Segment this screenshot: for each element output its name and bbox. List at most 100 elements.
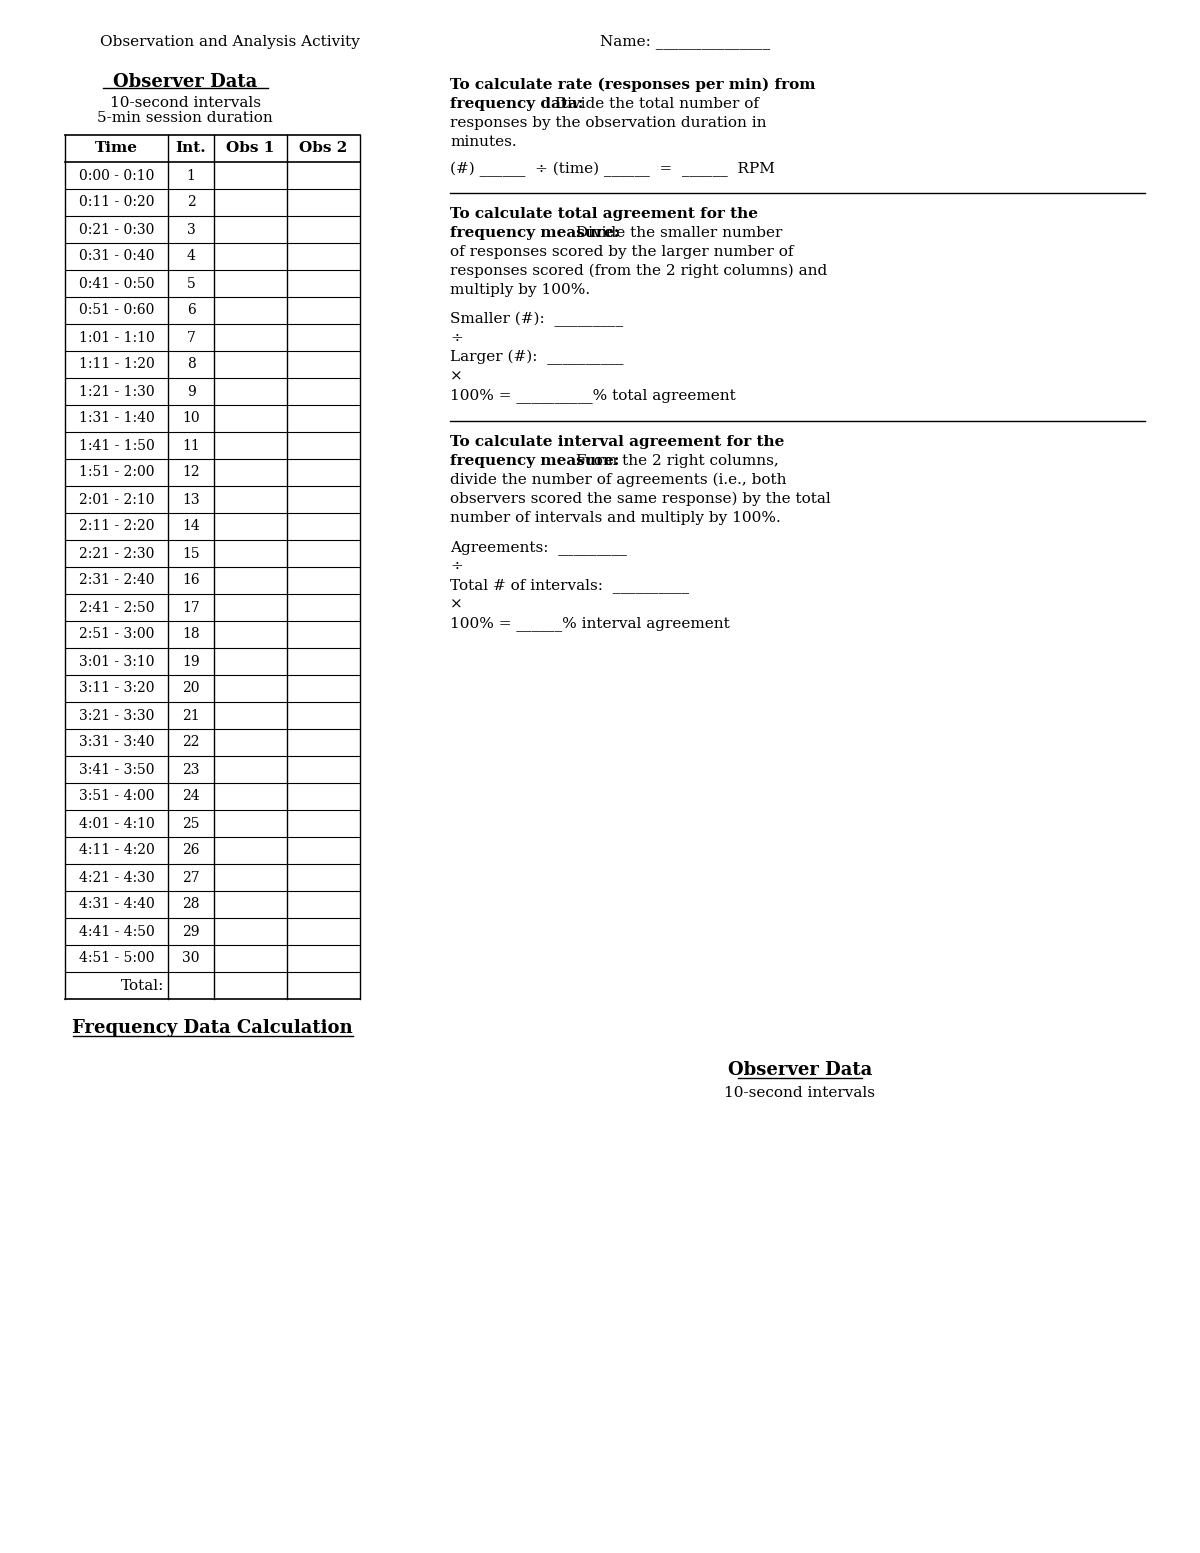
Text: 2:01 - 2:10: 2:01 - 2:10	[79, 492, 155, 506]
Text: 2:41 - 2:50: 2:41 - 2:50	[79, 601, 155, 615]
Text: multiply by 100%.: multiply by 100%.	[450, 283, 590, 297]
Text: frequency measure:: frequency measure:	[450, 227, 619, 241]
Text: 3:51 - 4:00: 3:51 - 4:00	[79, 789, 155, 803]
Text: minutes.: minutes.	[450, 135, 517, 149]
Text: Obs 1: Obs 1	[227, 141, 275, 155]
Text: Int.: Int.	[175, 141, 206, 155]
Text: frequency data:: frequency data:	[450, 96, 583, 110]
Text: number of intervals and multiply by 100%.: number of intervals and multiply by 100%…	[450, 511, 781, 525]
Text: Agreements:  _________: Agreements: _________	[450, 540, 626, 554]
Text: 4:31 - 4:40: 4:31 - 4:40	[79, 898, 155, 912]
Text: 4: 4	[186, 250, 196, 264]
Text: 19: 19	[182, 654, 200, 668]
Text: 1:21 - 1:30: 1:21 - 1:30	[79, 385, 155, 399]
Text: frequency measure:: frequency measure:	[450, 453, 619, 467]
Text: To calculate interval agreement for the: To calculate interval agreement for the	[450, 435, 785, 449]
Text: 18: 18	[182, 627, 200, 641]
Text: Smaller (#):  _________: Smaller (#): _________	[450, 312, 623, 328]
Text: Observer Data: Observer Data	[728, 1061, 872, 1079]
Text: 27: 27	[182, 871, 200, 885]
Text: To calculate rate (responses per min) from: To calculate rate (responses per min) fr…	[450, 78, 816, 92]
Text: ×: ×	[450, 596, 463, 610]
Text: 7: 7	[186, 331, 196, 345]
Text: 1:31 - 1:40: 1:31 - 1:40	[79, 412, 155, 426]
Text: 12: 12	[182, 466, 200, 480]
Text: 3:41 - 3:50: 3:41 - 3:50	[79, 763, 155, 776]
Text: 23: 23	[182, 763, 199, 776]
Text: observers scored the same response) by the total: observers scored the same response) by t…	[450, 492, 830, 506]
Text: ÷: ÷	[450, 559, 463, 573]
Text: 26: 26	[182, 843, 199, 857]
Text: 10-second intervals: 10-second intervals	[109, 96, 260, 110]
Text: To calculate total agreement for the: To calculate total agreement for the	[450, 207, 758, 221]
Text: 4:01 - 4:10: 4:01 - 4:10	[79, 817, 155, 831]
Text: ×: ×	[450, 370, 463, 384]
Text: Observation and Analysis Activity: Observation and Analysis Activity	[100, 36, 360, 50]
Text: 14: 14	[182, 520, 200, 534]
Text: 1:11 - 1:20: 1:11 - 1:20	[79, 357, 155, 371]
Text: 1:01 - 1:10: 1:01 - 1:10	[79, 331, 155, 345]
Text: 30: 30	[182, 952, 199, 966]
Text: 10-second intervals: 10-second intervals	[725, 1086, 876, 1100]
Text: Divide the smaller number: Divide the smaller number	[571, 227, 782, 241]
Text: Total:: Total:	[121, 978, 164, 992]
Text: 3: 3	[187, 222, 196, 236]
Text: 4:21 - 4:30: 4:21 - 4:30	[79, 871, 155, 885]
Text: Larger (#):  __________: Larger (#): __________	[450, 349, 624, 365]
Text: ÷: ÷	[450, 331, 463, 345]
Text: 3:11 - 3:20: 3:11 - 3:20	[79, 682, 155, 696]
Text: responses scored (from the 2 right columns) and: responses scored (from the 2 right colum…	[450, 264, 827, 278]
Text: 16: 16	[182, 573, 200, 587]
Text: 22: 22	[182, 736, 199, 750]
Text: 5: 5	[187, 276, 196, 290]
Text: 3:21 - 3:30: 3:21 - 3:30	[79, 708, 154, 722]
Text: 0:51 - 0:60: 0:51 - 0:60	[79, 303, 154, 317]
Text: 1: 1	[186, 168, 196, 183]
Text: 100% = __________% total agreement: 100% = __________% total agreement	[450, 388, 736, 402]
Text: 0:41 - 0:50: 0:41 - 0:50	[79, 276, 155, 290]
Text: 2: 2	[187, 196, 196, 210]
Text: Time: Time	[95, 141, 138, 155]
Text: 0:11 - 0:20: 0:11 - 0:20	[79, 196, 155, 210]
Text: 100% = ______% interval agreement: 100% = ______% interval agreement	[450, 617, 730, 631]
Text: 10: 10	[182, 412, 200, 426]
Text: responses by the observation duration in: responses by the observation duration in	[450, 116, 767, 130]
Text: 13: 13	[182, 492, 200, 506]
Text: 11: 11	[182, 438, 200, 452]
Text: 3:31 - 3:40: 3:31 - 3:40	[79, 736, 155, 750]
Text: divide the number of agreements (i.e., both: divide the number of agreements (i.e., b…	[450, 474, 786, 488]
Text: 2:31 - 2:40: 2:31 - 2:40	[79, 573, 155, 587]
Text: Observer Data: Observer Data	[113, 73, 257, 92]
Text: 3:01 - 3:10: 3:01 - 3:10	[79, 654, 155, 668]
Text: 15: 15	[182, 547, 200, 561]
Text: Frequency Data Calculation: Frequency Data Calculation	[72, 1019, 353, 1037]
Text: 0:21 - 0:30: 0:21 - 0:30	[79, 222, 154, 236]
Text: of responses scored by the larger number of: of responses scored by the larger number…	[450, 245, 793, 259]
Text: 2:11 - 2:20: 2:11 - 2:20	[79, 520, 155, 534]
Text: 20: 20	[182, 682, 199, 696]
Text: 25: 25	[182, 817, 199, 831]
Text: 2:21 - 2:30: 2:21 - 2:30	[79, 547, 154, 561]
Text: 17: 17	[182, 601, 200, 615]
Text: 1:51 - 2:00: 1:51 - 2:00	[79, 466, 155, 480]
Text: 9: 9	[187, 385, 196, 399]
Text: Total # of intervals:  __________: Total # of intervals: __________	[450, 578, 689, 593]
Text: 0:31 - 0:40: 0:31 - 0:40	[79, 250, 155, 264]
Text: Divide the total number of: Divide the total number of	[551, 96, 760, 110]
Text: 8: 8	[187, 357, 196, 371]
Text: 5-min session duration: 5-min session duration	[97, 110, 272, 124]
Text: 29: 29	[182, 924, 199, 938]
Text: From the 2 right columns,: From the 2 right columns,	[571, 453, 779, 467]
Text: 4:11 - 4:20: 4:11 - 4:20	[79, 843, 155, 857]
Text: 4:51 - 5:00: 4:51 - 5:00	[79, 952, 155, 966]
Text: 28: 28	[182, 898, 199, 912]
Text: 6: 6	[187, 303, 196, 317]
Text: 1:41 - 1:50: 1:41 - 1:50	[79, 438, 155, 452]
Text: 21: 21	[182, 708, 200, 722]
Text: 0:00 - 0:10: 0:00 - 0:10	[79, 168, 154, 183]
Text: 2:51 - 3:00: 2:51 - 3:00	[79, 627, 154, 641]
Text: 4:41 - 4:50: 4:41 - 4:50	[79, 924, 155, 938]
Text: 24: 24	[182, 789, 200, 803]
Text: (#) ______  ÷ (time) ______  =  ______  RPM: (#) ______ ÷ (time) ______ = ______ RPM	[450, 162, 775, 177]
Text: Name: _______________: Name: _______________	[600, 34, 770, 50]
